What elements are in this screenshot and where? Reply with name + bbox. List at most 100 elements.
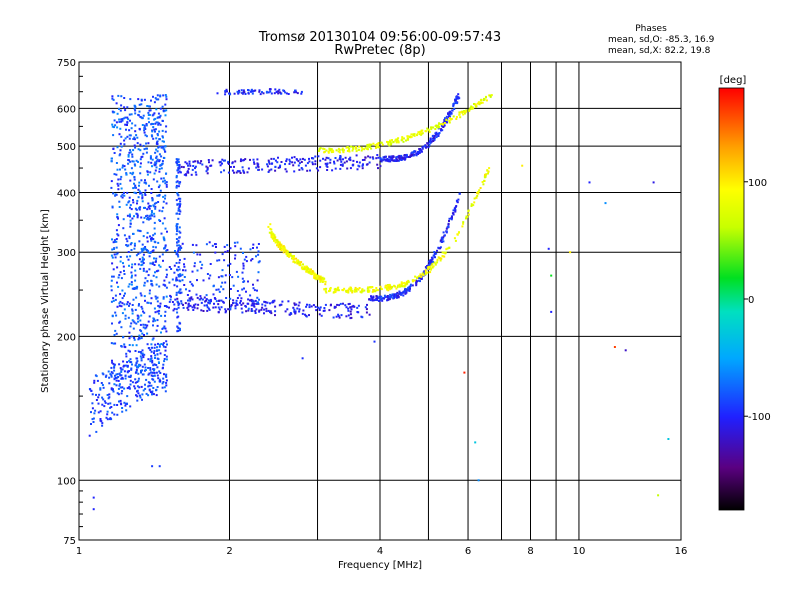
echo-point: [281, 246, 283, 249]
echo-point: [139, 230, 142, 233]
echo-point: [177, 266, 180, 268]
echo-point: [151, 375, 154, 378]
echo-point: [152, 274, 155, 277]
echo-point: [428, 266, 430, 268]
echo-point: [209, 164, 212, 167]
echo-point: [177, 275, 180, 278]
echo-point: [180, 300, 183, 303]
echo-point: [129, 243, 132, 246]
echo-point: [324, 290, 327, 293]
echo-point: [348, 158, 351, 161]
echo-point: [102, 398, 105, 401]
echo-point: [172, 309, 175, 312]
echo-point: [128, 129, 131, 132]
echo-point: [355, 147, 358, 150]
echo-point: [384, 286, 387, 289]
echo-point: [152, 393, 155, 396]
echo-point: [406, 281, 408, 284]
echo-point: [176, 253, 179, 256]
echo-point: [208, 277, 211, 280]
echo-point: [351, 290, 354, 292]
echo-point: [110, 254, 113, 257]
echo-point: [470, 105, 473, 108]
echo-point: [113, 363, 116, 366]
echo-point: [141, 332, 144, 335]
echo-point: [481, 181, 484, 183]
echo-point: [106, 418, 109, 421]
echo-point: [175, 278, 178, 281]
echo-point: [431, 256, 434, 259]
echo-point: [131, 312, 134, 315]
echo-point: [137, 392, 140, 395]
echo-point: [176, 164, 179, 167]
echo-point: [393, 293, 395, 296]
echo-point: [209, 274, 212, 277]
echo-point: [146, 301, 149, 304]
echo-point: [163, 157, 166, 159]
echo-point: [162, 109, 165, 112]
echo-point: [137, 160, 139, 163]
echo-point: [155, 257, 158, 260]
echo-point: [415, 152, 418, 155]
echo-point: [178, 302, 180, 305]
echo-point: [157, 98, 160, 101]
echo-point: [270, 157, 273, 160]
echo-point: [186, 170, 189, 173]
echo-point: [178, 230, 181, 233]
echo-point: [171, 301, 174, 303]
echo-point: [130, 208, 133, 211]
echo-point: [148, 372, 151, 375]
echo-point: [402, 137, 405, 140]
echo-point: [285, 170, 288, 173]
echo-point: [417, 279, 420, 282]
echo-point: [128, 264, 130, 267]
echo-point: [178, 202, 181, 205]
echo-point: [478, 189, 481, 192]
x-tick-label: 1: [76, 546, 82, 557]
echo-point: [135, 394, 137, 397]
echo-point: [136, 199, 139, 202]
echo-point: [468, 109, 471, 112]
echo-point: [395, 141, 398, 144]
echo-point: [147, 202, 150, 205]
echo-point: [258, 310, 261, 313]
echo-point: [148, 114, 151, 116]
echo-point: [99, 387, 102, 390]
echo-point: [374, 144, 377, 147]
echo-point: [138, 303, 140, 306]
echo-point: [353, 288, 356, 291]
echo-point: [182, 269, 184, 272]
echo-point: [455, 97, 458, 100]
echo-point: [115, 102, 118, 105]
echo-point: [276, 161, 279, 164]
echo-point: [150, 134, 153, 137]
echo-point: [135, 208, 138, 211]
echo-point: [146, 280, 149, 282]
echo-point: [129, 98, 132, 101]
echo-point: [143, 311, 146, 314]
echo-point: [126, 255, 129, 258]
echo-point: [149, 358, 152, 361]
echo-point: [341, 163, 344, 166]
echo-point: [113, 366, 116, 369]
echo-point: [132, 327, 135, 330]
echo-point: [274, 305, 277, 308]
echo-point: [375, 289, 378, 292]
echo-point: [92, 508, 95, 511]
echo-point: [302, 267, 305, 270]
echo-point: [291, 161, 294, 164]
echo-point: [259, 93, 262, 96]
echo-point: [141, 117, 144, 120]
echo-point: [381, 299, 384, 302]
echo-point: [113, 365, 116, 368]
echo-point: [163, 279, 166, 282]
echo-point: [117, 94, 120, 97]
echo-point: [256, 246, 258, 249]
echo-point: [135, 369, 138, 371]
echo-point: [155, 270, 158, 273]
echo-point: [131, 309, 134, 312]
echo-point: [144, 366, 147, 369]
echo-point: [110, 289, 113, 292]
echo-point: [120, 368, 123, 371]
echo-point: [403, 156, 406, 159]
